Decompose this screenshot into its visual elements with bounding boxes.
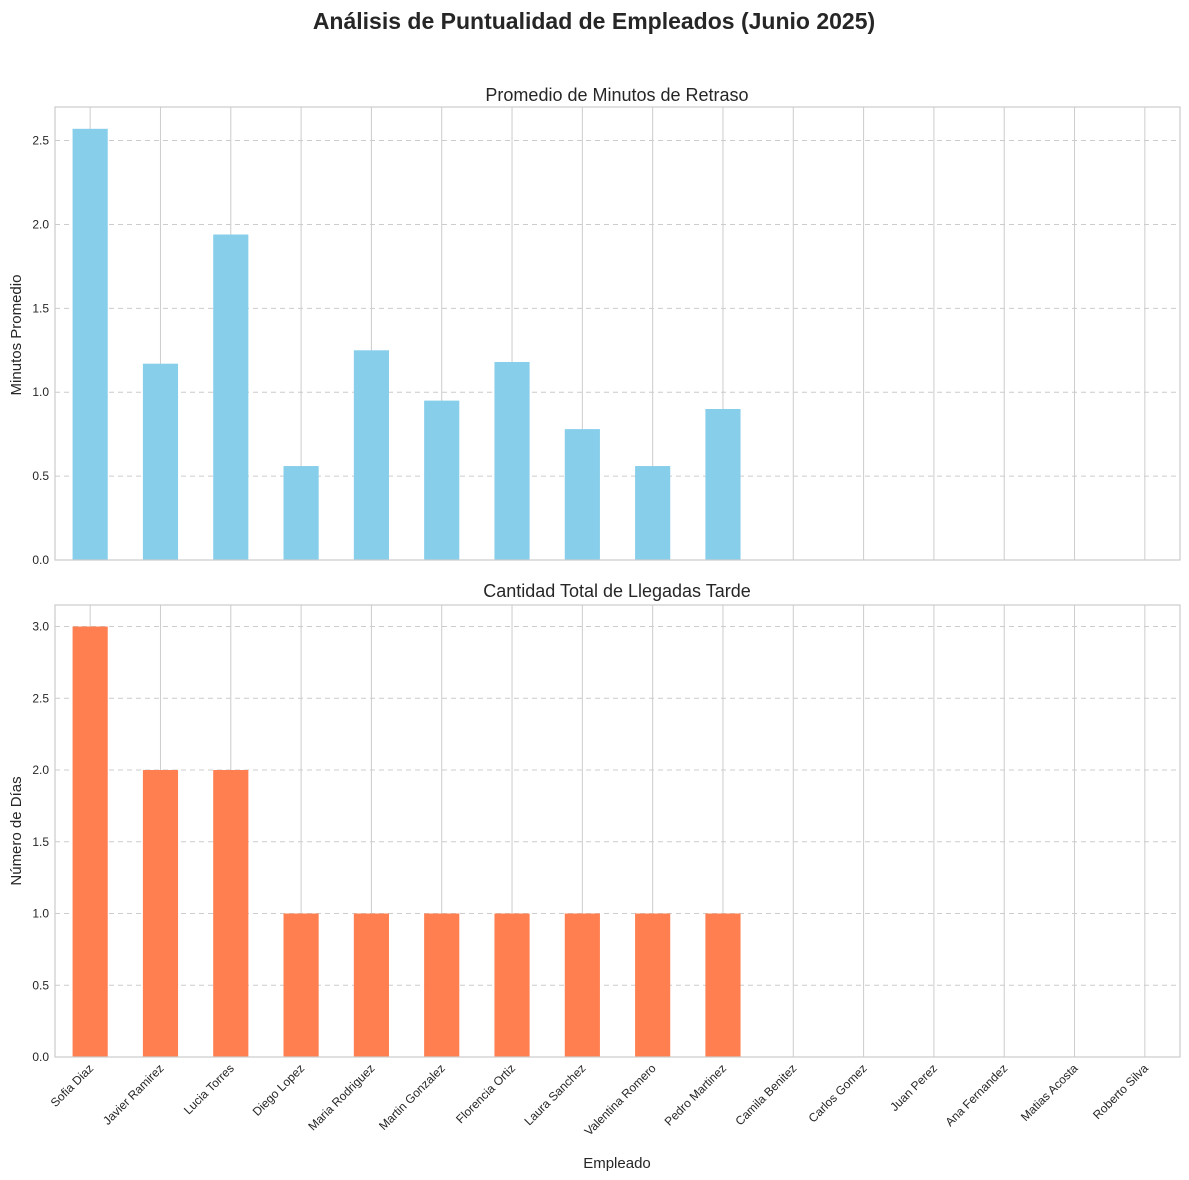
late-count-xtick-13: Ana Fernandez xyxy=(942,1061,1010,1129)
figure-title: Análisis de Puntualidad de Empleados (Ju… xyxy=(313,8,875,34)
late-count-ytick-3: 1.5 xyxy=(32,835,49,849)
late-count-bar-1 xyxy=(142,770,179,1057)
late-count-xtick-14: Matias Acosta xyxy=(1018,1061,1081,1124)
late-count-xtick-15: Roberto Silva xyxy=(1090,1061,1151,1122)
late-count-xtick-12: Juan Perez xyxy=(887,1061,940,1114)
panel-late-count-title: Cantidad Total de Llegadas Tarde xyxy=(483,581,751,601)
late-count-xtick-1: Javier Ramirez xyxy=(100,1061,166,1127)
late-count-ytick-5: 2.5 xyxy=(32,691,49,705)
late-count-ytick-4: 2.0 xyxy=(32,763,49,777)
panel-late-count-xlabel: Empleado xyxy=(583,1155,651,1172)
avg-delay-bar-3 xyxy=(283,466,319,560)
avg-delay-bar-0 xyxy=(72,128,108,561)
avg-delay-bar-7 xyxy=(564,429,600,560)
avg-delay-bar-2 xyxy=(213,234,249,560)
late-count-bar-3 xyxy=(283,913,319,1057)
avg-delay-ytick-1: 0.5 xyxy=(32,469,49,483)
avg-delay-bar-5 xyxy=(424,400,460,560)
late-count-xtick-0: Sofia Diaz xyxy=(48,1061,97,1110)
panel-average-delay-ylabel: Minutos Promedio xyxy=(8,275,25,396)
avg-delay-ytick-3: 1.5 xyxy=(32,301,49,315)
late-count-ytick-2: 1.0 xyxy=(32,907,49,921)
late-count-bar-4 xyxy=(353,913,389,1057)
panel-late-count-plot: 0.0 0.5 1.0 1.5 2.0 2.5 3.0 Sofia Diaz Javier Ra… xyxy=(32,604,1181,1138)
panel-average-delay: Promedio de Minutos de Retraso Minutos P… xyxy=(8,85,1181,567)
late-count-bar-7 xyxy=(564,913,600,1057)
avg-delay-frame xyxy=(54,106,1181,561)
late-count-bar-0 xyxy=(72,626,108,1057)
avg-delay-bar-1 xyxy=(142,363,179,560)
avg-delay-ytick-0: 0.0 xyxy=(32,553,49,567)
late-count-bar-6 xyxy=(494,913,530,1057)
late-count-xtick-11: Carlos Gomez xyxy=(806,1061,870,1125)
panel-late-count: Cantidad Total de Llegadas Tarde Número … xyxy=(8,581,1181,1172)
avg-delay-ytick-5: 2.5 xyxy=(32,134,49,148)
late-count-xtick-10: Camila Benitez xyxy=(732,1061,799,1128)
avg-delay-bar-9 xyxy=(705,409,741,560)
late-count-xtick-5: Martin Gonzalez xyxy=(376,1061,448,1133)
avg-delay-bar-8 xyxy=(635,466,671,560)
late-count-frame xyxy=(54,604,1181,1058)
panel-average-delay-plot: 0.0 0.5 1.0 1.5 2.0 2.5 xyxy=(32,106,1181,567)
late-count-ytick-6: 3.0 xyxy=(32,620,49,634)
late-count-xtick-4: Maria Rodriguez xyxy=(305,1061,377,1133)
late-count-xtick-6: Florencia Ortiz xyxy=(453,1061,518,1126)
avg-delay-ytick-4: 2.0 xyxy=(32,217,49,231)
late-count-bar-2 xyxy=(213,770,249,1057)
panel-average-delay-title: Promedio de Minutos de Retraso xyxy=(485,85,748,105)
avg-delay-bar-4 xyxy=(353,350,389,560)
avg-delay-ytick-2: 1.0 xyxy=(32,385,49,399)
late-count-bar-8 xyxy=(635,913,671,1057)
late-count-xtick-2: Lucia Torres xyxy=(181,1061,237,1117)
late-count-bar-9 xyxy=(705,913,741,1057)
panel-late-count-ylabel: Número de Días xyxy=(8,776,25,885)
late-count-xtick-7: Laura Sanchez xyxy=(521,1061,588,1128)
late-count-ytick-1: 0.5 xyxy=(32,978,49,992)
late-count-ytick-0: 0.0 xyxy=(32,1050,49,1064)
late-count-xtick-9: Pedro Martinez xyxy=(662,1061,729,1128)
late-count-xtick-8: Valentina Romero xyxy=(582,1061,659,1138)
late-count-bar-5 xyxy=(424,913,460,1057)
avg-delay-bar-6 xyxy=(494,362,530,560)
late-count-xtick-3: Diego Lopez xyxy=(250,1061,308,1119)
